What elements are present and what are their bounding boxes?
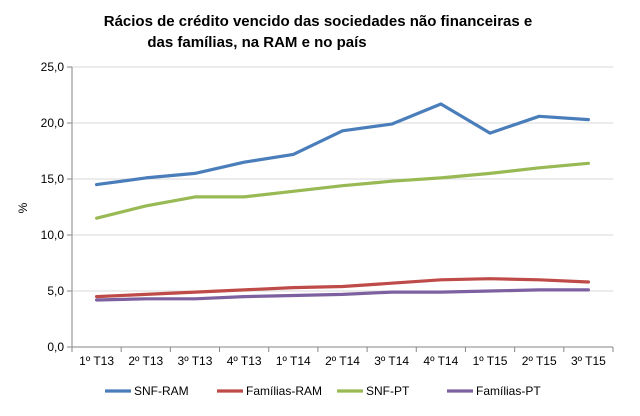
legend-label-fam-lias-ram: Famílias-RAM bbox=[246, 384, 322, 398]
gridlines bbox=[72, 66, 613, 292]
series-line-fam-lias-pt bbox=[94, 288, 591, 302]
x-tick-label: 3º T14 bbox=[374, 354, 409, 368]
x-tick-label: 4º T14 bbox=[423, 354, 458, 368]
series-line-fam-lias-ram bbox=[94, 277, 591, 299]
y-tick-label: 0,0 bbox=[47, 340, 64, 354]
x-tick-label: 3º T15 bbox=[571, 354, 606, 368]
y-tick-label: 10,0 bbox=[41, 228, 65, 242]
chart-title-line-2: das famílias, na RAM e no país bbox=[147, 34, 366, 51]
chart-title-line-1: Rácios de crédito vencido das sociedades… bbox=[104, 13, 533, 30]
y-tick-label: 15,0 bbox=[41, 172, 65, 186]
x-tick-label: 1º T13 bbox=[79, 354, 114, 368]
x-tick-label: 1º T15 bbox=[473, 354, 508, 368]
y-axis-label: % bbox=[16, 202, 30, 213]
series-lines bbox=[94, 102, 591, 302]
y-tick-label: 25,0 bbox=[41, 60, 65, 74]
axes bbox=[67, 66, 614, 352]
legend-label-fam-lias-pt: Famílias-PT bbox=[476, 384, 541, 398]
x-tick-label: 3º T13 bbox=[178, 354, 213, 368]
x-tick-label: 2º T15 bbox=[522, 354, 557, 368]
series-line-snf-ram bbox=[94, 102, 591, 187]
legend: SNF-RAM Famílias-RAM SNF-PT Famílias-PT bbox=[105, 384, 541, 398]
x-tick-label: 1º T14 bbox=[276, 354, 311, 368]
y-tick-labels: 0,0 5,0 10,0 15,0 20,0 25,0 bbox=[41, 60, 65, 354]
legend-label-snf-ram: SNF-RAM bbox=[134, 384, 189, 398]
x-tick-label: 2º T14 bbox=[325, 354, 360, 368]
x-tick-label: 2º T13 bbox=[128, 354, 163, 368]
y-tick-label: 5,0 bbox=[47, 284, 64, 298]
series-line-snf-pt bbox=[94, 161, 591, 220]
y-tick-label: 20,0 bbox=[41, 116, 65, 130]
x-tick-labels: 1º T13 2º T13 3º T13 4º T13 1º T14 2º T14 3º T… bbox=[79, 354, 606, 368]
legend-label-snf-pt: SNF-PT bbox=[366, 384, 410, 398]
x-tick-label: 4º T13 bbox=[227, 354, 262, 368]
chart-title: Rácios de crédito vencido das sociedades… bbox=[104, 13, 533, 51]
